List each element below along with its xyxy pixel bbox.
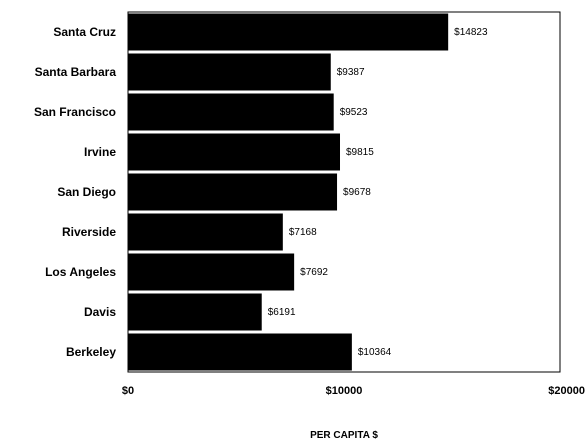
value-label: $6191 [268,307,296,318]
value-label: $10364 [358,347,392,358]
bar [128,173,338,211]
value-label: $14823 [454,27,488,38]
value-label: $7692 [300,267,328,278]
category-label: Irvine [84,145,116,159]
value-labels: $14823 $9387 $9523 $9815 $9678 $7168 $7692 $619… [268,27,488,358]
category-label: Santa Cruz [53,25,116,39]
category-label: Davis [84,305,116,319]
value-label: $9678 [343,187,371,198]
x-axis-ticks: $0 $10000 $20000 [122,385,585,397]
value-label: $9523 [340,107,368,118]
x-tick-label: $10000 [326,385,363,397]
value-label: $7168 [289,227,317,238]
bar [128,213,283,251]
category-label: Santa Barbara [35,65,117,79]
category-label: San Diego [57,185,116,199]
category-label: Los Angeles [45,265,116,279]
bar [128,333,352,371]
category-label: San Francisco [34,105,116,119]
bar [128,93,334,131]
x-tick-label: $20000 [548,385,585,397]
category-label: Berkeley [66,345,116,359]
x-axis-title: PER CAPITA $ [310,430,378,441]
value-label: $9387 [337,67,365,78]
x-tick-label: $0 [122,385,134,397]
bars-group [128,13,449,371]
value-label: $9815 [346,147,374,158]
bar [128,53,331,91]
bar [128,13,449,51]
bar [128,293,262,331]
category-labels: Santa Cruz Santa Barbara San Francisco Irvi… [34,25,116,359]
bar [128,133,341,171]
bar [128,253,295,291]
category-label: Riverside [62,225,116,239]
